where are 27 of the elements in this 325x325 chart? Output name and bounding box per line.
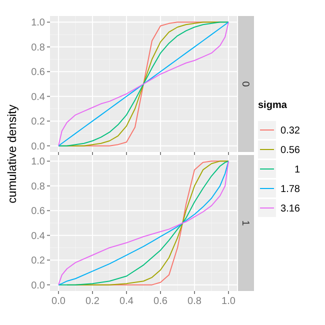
y-tick-label: 1.0	[31, 156, 46, 168]
y-axis-title: cumulative density	[5, 104, 19, 204]
y-tick-label: 0.2	[31, 116, 46, 128]
x-tick-label: 0.6	[154, 296, 168, 307]
y-tick-label: 0.6	[31, 206, 46, 218]
x-tick-label: 0.2	[86, 296, 100, 307]
y-tick-label: 0.0	[31, 141, 46, 152]
y-tick-label: 0.8	[31, 181, 46, 192]
y-tick-label: 1.0	[31, 18, 46, 29]
x-tick-label: 1.0	[222, 296, 236, 307]
y-tick-label: 0.2	[31, 256, 46, 267]
legend-label: 3.16	[280, 204, 300, 214]
y-tick-label: 0.6	[31, 67, 46, 78]
x-tick-label: 0.4	[120, 296, 134, 307]
text: 1	[240, 220, 250, 226]
legend-label: 0.32	[280, 126, 300, 136]
x-tick-label: 0.0	[52, 296, 66, 307]
y-tick-label: 0.0	[31, 280, 46, 292]
legend-label: 1	[294, 164, 300, 176]
y-tick-label: 0.4	[31, 92, 46, 103]
y-tick-label: 0.8	[31, 42, 46, 54]
text: 0	[240, 81, 250, 88]
legend-label: 0.56	[280, 145, 300, 156]
y-tick-label: 0.4	[31, 230, 46, 242]
legend-title: sigma	[258, 100, 288, 111]
x-tick-label: 0.8	[188, 296, 202, 307]
legend-label: 1.78	[280, 184, 300, 195]
